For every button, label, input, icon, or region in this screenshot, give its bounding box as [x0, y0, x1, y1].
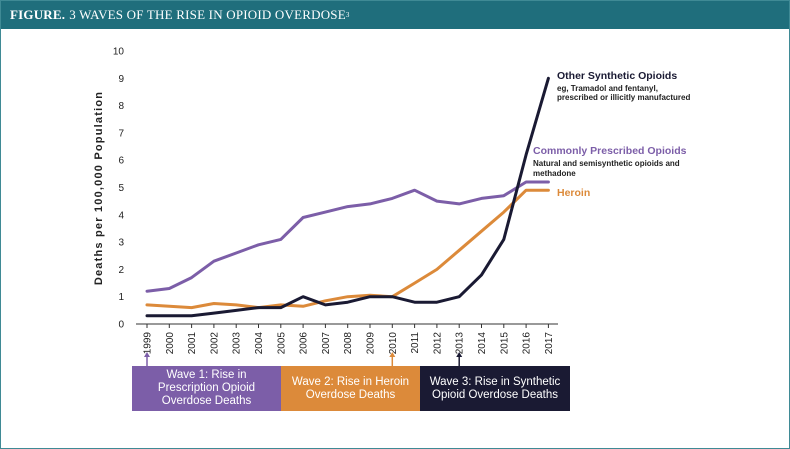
- series-sublabel-line: Natural and semisynthetic opioids and: [533, 159, 680, 168]
- figure-footnote-mark: 3: [345, 11, 350, 19]
- y-axis: 0 1 2 3 4 5 6 7 8 9 10: [113, 47, 125, 331]
- y-tick-label: 7: [118, 128, 124, 139]
- y-tick-label: 0: [118, 320, 124, 331]
- x-tick-label: 2012: [432, 332, 443, 355]
- x-tick-label: 2006: [299, 332, 310, 355]
- series-annotations: Other Synthetic Opioids eg, Tramadol and …: [533, 70, 690, 199]
- y-tick-label: 1: [118, 292, 124, 303]
- wave-markers: [144, 352, 463, 366]
- x-tick-label: 2014: [477, 332, 488, 355]
- x-tick-label: 2010: [388, 332, 399, 355]
- y-tick-label: 5: [118, 183, 124, 194]
- x-tick-label: 2008: [343, 332, 354, 355]
- wave-3-label: Wave 3: Rise in Synthetic Opioid Overdos…: [429, 375, 561, 401]
- series-line-heroin: [145, 188, 550, 310]
- series-sublabel-line: prescribed or illicitly manufactured: [557, 93, 690, 102]
- series-line-other-synthetic-opioids: [145, 76, 550, 318]
- y-tick-label: 8: [118, 101, 124, 112]
- x-tick-label: 2009: [366, 332, 377, 355]
- wave-2-marker-arrow: [389, 352, 396, 357]
- series-line-commonly-prescribed-opioids: [145, 180, 550, 293]
- series-sublabel-line: eg, Tramadol and fentanyl,: [557, 84, 658, 93]
- y-axis-label: Deaths per 100,000 Population: [93, 91, 105, 285]
- y-tick-label: 9: [118, 74, 124, 85]
- wave-2-label: Wave 2: Rise in Heroin Overdose Deaths: [291, 375, 410, 401]
- wave-1-marker-arrow: [144, 352, 150, 357]
- x-tick-label: 1999: [143, 332, 154, 355]
- series-lines: [145, 76, 550, 318]
- series-sublabel-other-synthetic-opioids: eg, Tramadol and fentanyl, prescribed or …: [557, 84, 690, 102]
- x-tick-label: 2000: [165, 332, 176, 355]
- y-tick-label: 3: [118, 238, 124, 249]
- series-sublabel-line: methadone: [533, 169, 576, 178]
- wave-2-box: Wave 2: Rise in Heroin Overdose Deaths: [281, 366, 420, 411]
- x-tick-label: 2016: [522, 332, 533, 355]
- wave-1-box: Wave 1: Rise in Prescription Opioid Over…: [132, 366, 281, 411]
- series-label-other-synthetic-opioids: Other Synthetic Opioids: [557, 70, 677, 82]
- x-tick-label: 2003: [232, 332, 243, 355]
- x-tick-label: 2013: [455, 332, 466, 355]
- figure-banner: FIGURE. 3 WAVES OF THE RISE IN OPIOID OV…: [1, 1, 789, 29]
- x-tick-label: 2007: [321, 332, 332, 355]
- x-tick-label: 2002: [209, 332, 220, 355]
- x-tick-label: 2004: [254, 332, 265, 355]
- series-sublabel-commonly-prescribed-opioids: Natural and semisynthetic opioids and met…: [533, 159, 680, 178]
- wave-3-marker-arrow: [456, 352, 463, 357]
- figure-title: 3 WAVES OF THE RISE IN OPIOID OVERDOSE: [69, 7, 346, 22]
- series-label-heroin: Heroin: [557, 187, 590, 199]
- x-tick-label: 2017: [544, 332, 555, 355]
- x-tick-label: 2001: [187, 332, 198, 355]
- y-tick-label: 6: [118, 156, 124, 167]
- series-label-commonly-prescribed-opioids: Commonly Prescribed Opioids: [533, 145, 687, 157]
- y-tick-label: 2: [118, 265, 124, 276]
- y-tick-label: 10: [113, 47, 125, 58]
- x-axis: 1999 2000 2001 2002 2003 2004 2005 2006 2007 2008…: [136, 323, 558, 355]
- figure-label: FIGURE.: [10, 7, 66, 22]
- wave-1-label: Wave 1: Rise in Prescription Opioid Over…: [157, 369, 256, 407]
- y-tick-label: 4: [118, 210, 124, 221]
- x-tick-label: 2005: [276, 332, 287, 355]
- x-tick-label: 2015: [499, 332, 510, 355]
- x-tick-label: 2011: [410, 332, 421, 354]
- wave-3-box: Wave 3: Rise in Synthetic Opioid Overdos…: [420, 366, 570, 411]
